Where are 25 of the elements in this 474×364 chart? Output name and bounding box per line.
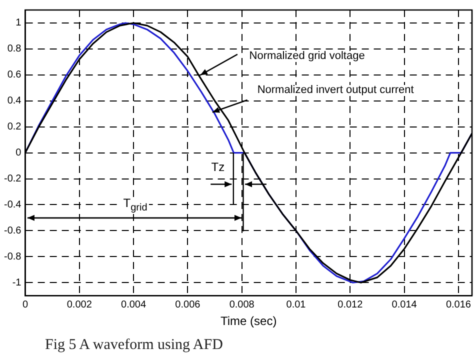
y-tick-label: -0.8	[4, 251, 22, 262]
y-tick-label: 0	[16, 148, 22, 159]
annotation: Normalized grid voltage	[247, 50, 367, 62]
x-tick-label: 0.008	[229, 299, 255, 310]
y-tick-label: -0.6	[4, 225, 22, 236]
annotation: T$_{grid}$	[121, 196, 150, 214]
x-tick-label: 0.016	[446, 299, 472, 310]
y-tick-label: -0.2	[4, 174, 22, 185]
x-tick-label: 0.014	[392, 299, 418, 310]
x-tick-label: 0.01	[286, 299, 306, 310]
y-tick-label: -1	[12, 277, 22, 288]
y-tick-label: -0.4	[4, 199, 22, 210]
x-tick-label: 0.006	[175, 299, 201, 310]
annotation: Normalized invert output current	[255, 84, 416, 96]
x-tick-label: 0.012	[338, 299, 364, 310]
y-tick-label: 0.2	[7, 122, 22, 133]
y-tick-label: 0.6	[7, 70, 22, 81]
y-tick-label: 1	[16, 18, 22, 29]
y-tick-label: 0.8	[7, 44, 22, 55]
x-tick-label: 0.002	[66, 299, 92, 310]
x-tick-label: 0.004	[121, 299, 146, 310]
x-axis-title: Time (sec)	[220, 314, 277, 328]
annotation: Tz	[209, 160, 227, 174]
y-tick-label: 0.4	[7, 96, 22, 107]
caption: Fig 5 A waveform using AFD	[45, 337, 223, 353]
